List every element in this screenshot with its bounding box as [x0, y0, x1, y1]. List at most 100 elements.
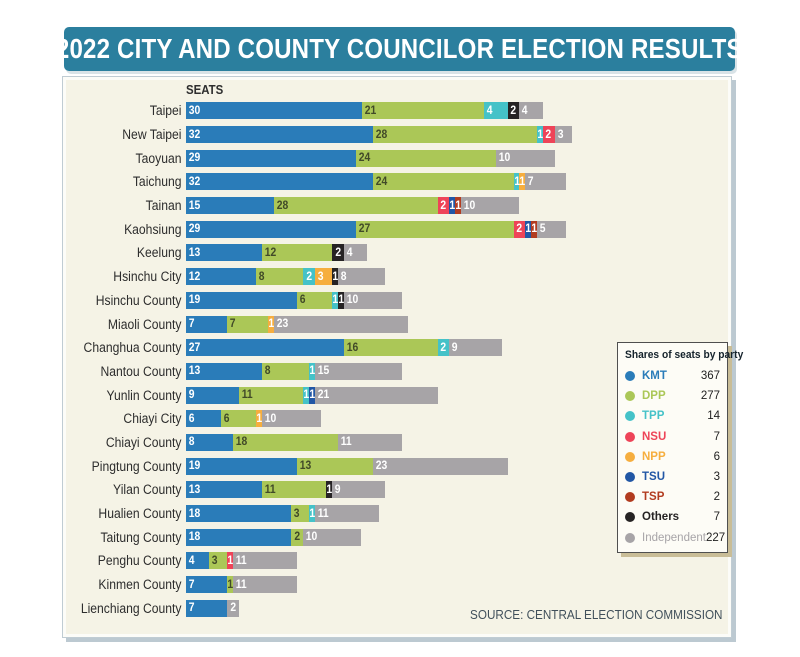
segment-value: 2 [305, 270, 312, 283]
bar-segment-dpp: 11 [238, 386, 303, 404]
segment-value: 2 [440, 341, 447, 354]
npp-dot-icon [625, 451, 635, 462]
segment-value: 11 [340, 436, 352, 449]
legend-item-tsp: TSP 2 [625, 487, 720, 507]
stacked-bar: 15 28 2 1 1 10 [186, 197, 520, 215]
legend-item-independent: Independent 227 [625, 528, 725, 548]
row-label: Kaohsiung [124, 221, 182, 237]
segment-value: 28 [276, 199, 288, 212]
legend-label: NSU [642, 430, 667, 443]
segment-value: 2 [294, 531, 301, 544]
bar-segment-kmt: 13 [186, 362, 263, 380]
bar-segment-kmt: 15 [186, 197, 274, 215]
row-label: New Taipei [122, 127, 182, 143]
bar-segment-independent: 9 [449, 339, 502, 357]
segment-value: 5 [539, 223, 546, 236]
bar-segment-kmt: 6 [186, 410, 222, 428]
row-label: Yunlin County [106, 387, 182, 403]
segment-value: 8 [258, 270, 265, 283]
stacked-bar: 29 24 10 [186, 149, 555, 167]
segment-value: 2 [516, 223, 523, 236]
bar-segment-tpp: 2 [437, 339, 450, 357]
bar-segment-tsp: 1 [455, 197, 461, 215]
bar-segment-dpp: 18 [232, 433, 339, 451]
row-label: Miaoli County [107, 316, 182, 332]
segment-value: 3 [557, 128, 563, 141]
segment-value: 2 [510, 104, 517, 117]
segment-value: 8 [340, 270, 347, 283]
bar-segment-dpp: 24 [355, 149, 497, 167]
bar-segment-dpp: 27 [355, 220, 514, 238]
kmt-dot-icon [625, 371, 635, 382]
bar-segment-others: 1 [338, 291, 344, 309]
bar-segment-tpp: 1 [302, 386, 309, 404]
row-label: Changhua County [83, 340, 182, 356]
segment-value: 23 [276, 318, 288, 331]
chart-row: Hsinchu County 19 6 1 1 10 [66, 289, 728, 313]
tsp-dot-icon [625, 492, 635, 503]
chart-row: Changhua County 27 16 2 9 [66, 336, 728, 360]
bar-segment-npp: 1 [519, 173, 526, 191]
stacked-bar: 7 1 11 [186, 576, 298, 594]
bar-segment-kmt: 7 [186, 599, 227, 617]
segment-value: 23 [375, 460, 388, 473]
segment-value: 4 [522, 104, 528, 117]
bar-segment-independent: 8 [338, 268, 385, 286]
segment-value: 29 [188, 152, 201, 165]
legend-item-tsu: TSU 3 [625, 467, 720, 487]
segment-value: 7 [188, 578, 195, 591]
bar-segment-independent: 10 [496, 149, 555, 167]
bar-segment-tpp: 1 [308, 362, 315, 380]
legend-label: TSU [642, 471, 665, 484]
segment-value: 27 [358, 223, 370, 236]
legend-total: 2 [713, 491, 720, 504]
segment-value: 29 [188, 223, 201, 236]
legend-item-tpp: TPP 14 [625, 406, 720, 426]
segment-value: 1 [332, 294, 339, 307]
legend-total: 367 [700, 370, 720, 383]
legend-label: KMT [642, 370, 667, 383]
stacked-bar: 8 18 11 [186, 433, 403, 451]
stacked-bar: 19 13 23 [186, 457, 508, 475]
bar-segment-independent: 5 [536, 220, 567, 238]
segment-value: 8 [188, 436, 195, 449]
legend-total: 7 [713, 511, 720, 524]
segment-value: 3 [212, 554, 218, 567]
bar-segment-independent: 11 [232, 576, 298, 594]
bar-segment-kmt: 9 [186, 386, 239, 404]
segment-value: 32 [188, 128, 201, 141]
bar-segment-independent: 7 [525, 173, 567, 191]
segment-value: 6 [223, 412, 230, 425]
chart-row: Yunlin County 9 11 1 1 21 [66, 383, 728, 407]
segment-value: 32 [188, 175, 201, 188]
bar-segment-others: 1 [326, 481, 332, 499]
independent-dot-icon [625, 532, 635, 543]
stacked-bar: 7 7 1 23 [186, 315, 409, 333]
segment-value: 3 [293, 507, 300, 520]
segment-value: 7 [527, 175, 534, 188]
bar-segment-independent: 11 [338, 433, 403, 451]
stacked-bar: 18 3 1 11 [186, 505, 380, 523]
bar-segment-kmt: 19 [186, 291, 298, 309]
bar-segment-kmt: 29 [186, 220, 356, 238]
segment-value: 1 [513, 175, 520, 188]
title-banner: 2022 CITY AND COUNTY COUNCILOR ELECTION … [56, 27, 743, 71]
segment-value: 2 [335, 246, 341, 259]
bar-segment-tpp: 4 [484, 102, 508, 120]
stacked-bar: 27 16 2 9 [186, 339, 502, 357]
bar-segment-dpp: 12 [262, 244, 333, 262]
bar-segment-tpp: 1 [308, 505, 315, 523]
row-label: Taitung County [100, 529, 182, 545]
segment-value: 6 [299, 294, 306, 307]
chart-row: Keelung 13 12 2 4 [66, 241, 728, 265]
segment-value: 11 [235, 578, 247, 591]
bar-segment-others: 2 [332, 244, 344, 262]
segment-value: 11 [317, 507, 329, 520]
row-label: Chiayi City [123, 411, 182, 427]
bar-segment-dpp: 28 [373, 126, 537, 144]
bar-segment-independent: 11 [314, 505, 380, 523]
row-label: Taipei [149, 103, 182, 119]
segment-value: 4 [346, 246, 353, 259]
chart-row: Kaohsiung 29 27 2 1 1 5 [66, 217, 728, 241]
